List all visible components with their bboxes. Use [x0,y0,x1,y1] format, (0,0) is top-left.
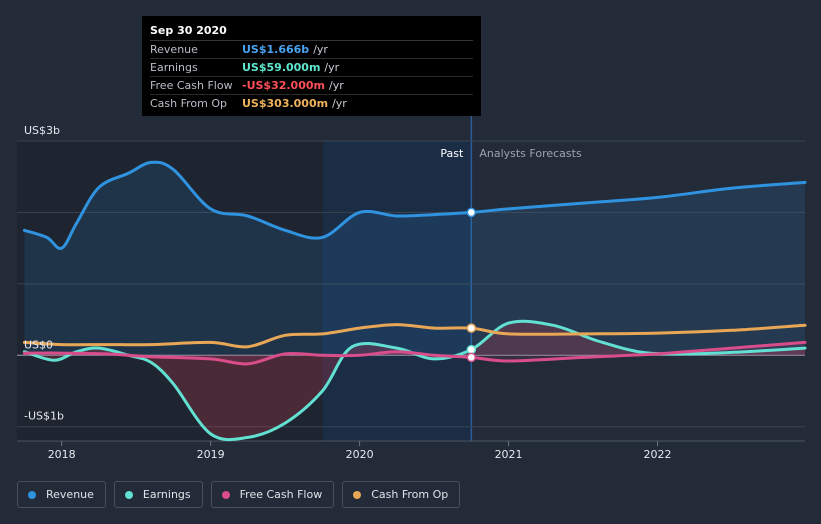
legend-dot-icon [124,490,133,499]
past-label: Past [440,147,464,160]
legend-label: Earnings [142,488,191,501]
y-tick-label: US$0 [24,338,53,351]
chart-legend: Revenue Earnings Free Cash Flow Cash Fro… [17,481,461,508]
revenue-marker [466,207,477,218]
legend-dot-icon [28,490,36,499]
x-tick-label: 2019 [197,448,225,461]
tooltip-label: Free Cash Flow [150,79,233,92]
cash-from-op-line [22,323,807,349]
tooltip-date: Sep 30 2020 [150,23,473,41]
free-cash-flow-line [22,340,807,366]
tooltip-value: US$59.000m [242,61,321,74]
tooltip-label: Revenue [150,43,198,56]
y-tick-label: US$3b [24,124,60,137]
highlight-region [322,141,472,441]
tooltip-row-earnings: Earnings US$59.000m /yr [150,59,473,77]
tooltip-label: Earnings [150,61,198,74]
tooltip-row-free-cash-flow: Free Cash Flow -US$32.000m /yr [150,77,473,95]
earnings-line [22,319,807,442]
tooltip-value: US$303.000m [242,97,329,110]
x-tick-label: 2020 [346,448,374,461]
revenue-line [22,160,807,250]
x-tick-label: 2022 [644,448,672,461]
legend-label: Cash From Op [371,488,449,501]
legend-item-free-cash-flow[interactable]: Free Cash Flow [210,481,335,508]
tooltip-unit: /yr [324,61,340,74]
tooltip-row-cash-from-op: Cash From Op US$303.000m /yr [150,95,473,112]
forecast-label: Analysts Forecasts [479,147,582,160]
earnings-area [24,321,805,440]
legend-dot-icon [353,490,362,499]
tooltip-unit: /yr [332,97,347,110]
cash-from-op-marker [466,323,477,333]
tooltip-value: -US$32.000m [242,79,325,92]
legend-item-cash-from-op[interactable]: Cash From Op [342,481,461,508]
earnings-marker [466,344,477,355]
tooltip-unit: /yr [328,79,344,92]
legend-label: Free Cash Flow [239,488,323,501]
legend-item-revenue[interactable]: Revenue [17,481,106,508]
legend-dot-icon [221,490,230,499]
x-tick-label: 2018 [48,448,76,461]
y-tick-label: -US$1b [24,410,64,423]
tooltip-label: Cash From Op [150,97,228,110]
legend-label: Revenue [46,488,94,501]
tooltip-unit: /yr [313,43,328,56]
legend-item-earnings[interactable]: Earnings [113,481,203,508]
data-tooltip: Sep 30 2020 Revenue US$1.666b /yr Earnin… [142,16,481,116]
tooltip-row-revenue: Revenue US$1.666b /yr [150,41,473,59]
x-tick-label: 2021 [495,448,523,461]
revenue-area [24,162,805,356]
free-cash-flow-marker [466,352,477,363]
tooltip-value: US$1.666b [242,43,310,56]
